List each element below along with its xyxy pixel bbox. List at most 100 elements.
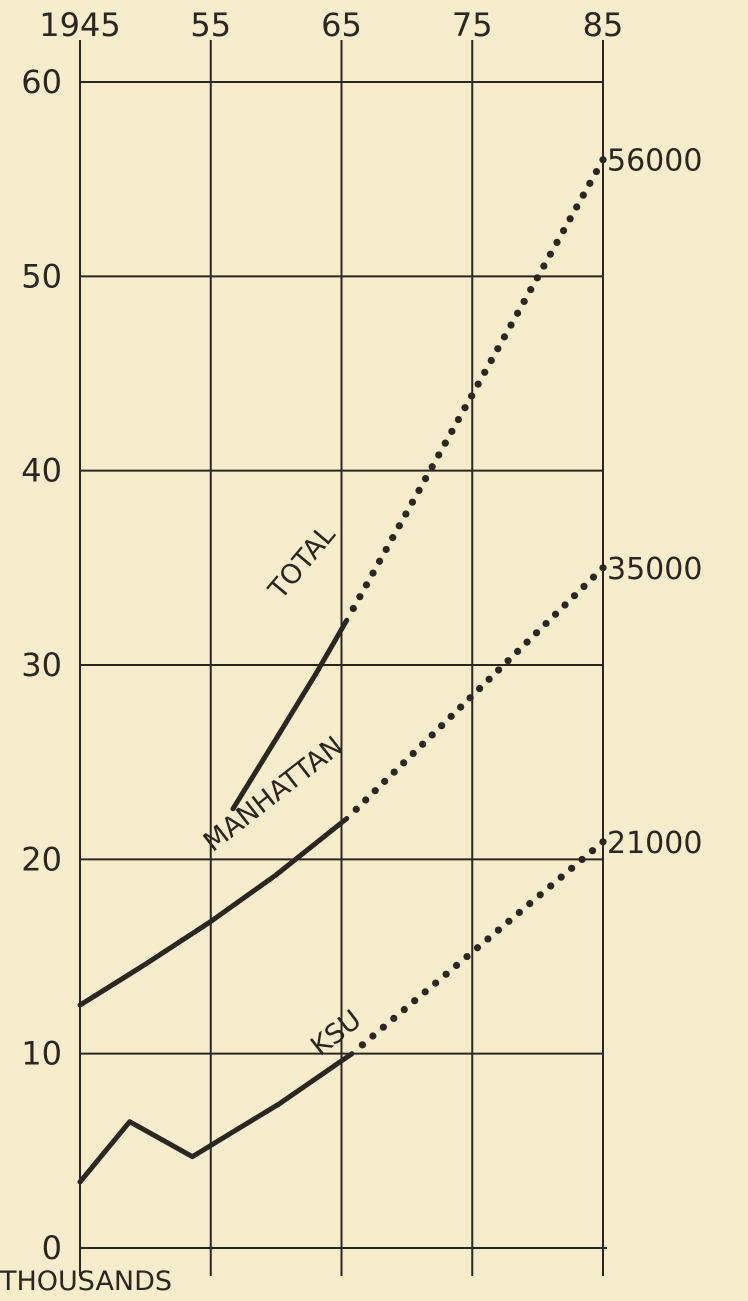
projection-dot <box>447 712 455 720</box>
projection-dot <box>532 629 541 637</box>
projection-dot <box>452 961 461 970</box>
projection-dot <box>578 855 586 864</box>
projection-dot <box>390 1014 398 1022</box>
projection-dot <box>454 415 463 424</box>
grid-lines <box>79 40 607 1276</box>
projection-dot <box>400 1005 408 1014</box>
series-solid-line <box>230 617 350 812</box>
end-value-label: 21000 <box>607 826 702 861</box>
projection-dot <box>421 988 429 996</box>
projection-dot <box>474 380 482 388</box>
projection-dot <box>500 333 509 341</box>
projection-dot <box>411 997 419 1005</box>
projection-dot <box>566 215 574 223</box>
projection-dot <box>551 610 560 618</box>
projection-dot <box>382 545 390 554</box>
projection-dot <box>448 427 456 435</box>
projection-dot <box>599 838 607 846</box>
series-layer <box>77 156 607 1185</box>
projection-dot <box>494 666 503 674</box>
x-tick-label: 55 <box>190 6 231 44</box>
projection-dot <box>570 592 579 600</box>
projection-dot <box>375 557 384 565</box>
projection-dot <box>379 1023 387 1031</box>
x-tick-label: 65 <box>321 6 362 44</box>
projection-dot <box>466 694 474 702</box>
projection-dot <box>536 891 544 899</box>
projection-dot <box>390 768 398 776</box>
projection-dot <box>505 917 513 925</box>
series-solid-line <box>77 816 350 1008</box>
text-layer: 1945 55 65 75 85 0 10 20 30 40 50 60 THOUSANDS 56000 T… <box>0 6 702 1297</box>
projection-dot <box>356 593 364 601</box>
projection-dot <box>494 345 502 353</box>
series-ksu <box>77 838 607 1185</box>
projection-dot <box>352 805 360 813</box>
y-tick-label: 0 <box>42 1229 62 1267</box>
projection-dot <box>457 703 465 711</box>
projection-dot <box>568 864 576 872</box>
projection-dot <box>485 675 493 683</box>
projection-dot <box>599 156 607 164</box>
projection-dot <box>494 926 502 934</box>
y-tick-label: 20 <box>21 840 62 878</box>
projection-dot <box>557 873 565 881</box>
projection-dot <box>428 463 436 471</box>
projection-dot <box>438 722 446 730</box>
projection-dot <box>428 731 436 739</box>
projection-dot <box>481 368 489 376</box>
end-value-label: 35000 <box>607 552 702 587</box>
series-solid-line <box>77 1051 355 1185</box>
projection-dot <box>381 777 389 785</box>
projection-dot <box>442 970 450 978</box>
projection-dot <box>389 534 397 542</box>
projection-dot <box>484 935 492 943</box>
x-tick-label: 1945 <box>39 6 120 44</box>
series-total <box>230 156 607 812</box>
y-unit-label: THOUSANDS <box>0 1266 172 1297</box>
y-tick-label: 40 <box>21 452 62 490</box>
projection-dot <box>369 1032 377 1040</box>
projection-dot <box>527 286 535 294</box>
projection-dot <box>476 684 484 693</box>
projection-dot <box>408 498 417 506</box>
x-tick-label: 85 <box>583 6 624 44</box>
projection-dot <box>561 601 569 609</box>
projection-dot <box>542 619 550 628</box>
projection-dot <box>369 569 377 577</box>
projection-dot <box>579 191 587 199</box>
projection-dot <box>421 474 430 483</box>
projection-dot <box>435 451 443 459</box>
projection-dot <box>580 582 588 591</box>
projection-dot <box>504 657 512 665</box>
projection-dot <box>461 404 469 412</box>
y-tick-label: 30 <box>21 646 62 684</box>
projection-dot <box>467 392 476 400</box>
projection-dot <box>358 1041 367 1049</box>
projection-dot <box>533 274 541 282</box>
projection-dot <box>586 179 594 187</box>
projection-dot <box>573 203 581 211</box>
projection-dot <box>371 787 379 795</box>
projection-dot <box>540 262 548 270</box>
projection-dot <box>513 309 522 317</box>
projection-dot <box>589 573 598 581</box>
projection-dot <box>553 238 561 246</box>
projection-dot <box>515 908 523 917</box>
projection-dot <box>463 952 471 961</box>
projection-dot <box>402 510 410 518</box>
projection-dot <box>588 847 597 855</box>
series-name-label: MANHATTAN <box>198 730 349 858</box>
projection-dot <box>547 882 555 890</box>
y-tick-label: 10 <box>21 1035 62 1073</box>
projection-dot <box>473 944 482 952</box>
y-tick-label: 60 <box>21 63 62 101</box>
projection-dot <box>507 321 515 329</box>
projection-dot <box>349 604 357 613</box>
projection-dot <box>441 439 449 447</box>
projection-dot <box>395 522 403 530</box>
series-manhattan <box>77 564 607 1008</box>
projection-dot <box>487 356 495 365</box>
projection-dot <box>419 740 427 748</box>
